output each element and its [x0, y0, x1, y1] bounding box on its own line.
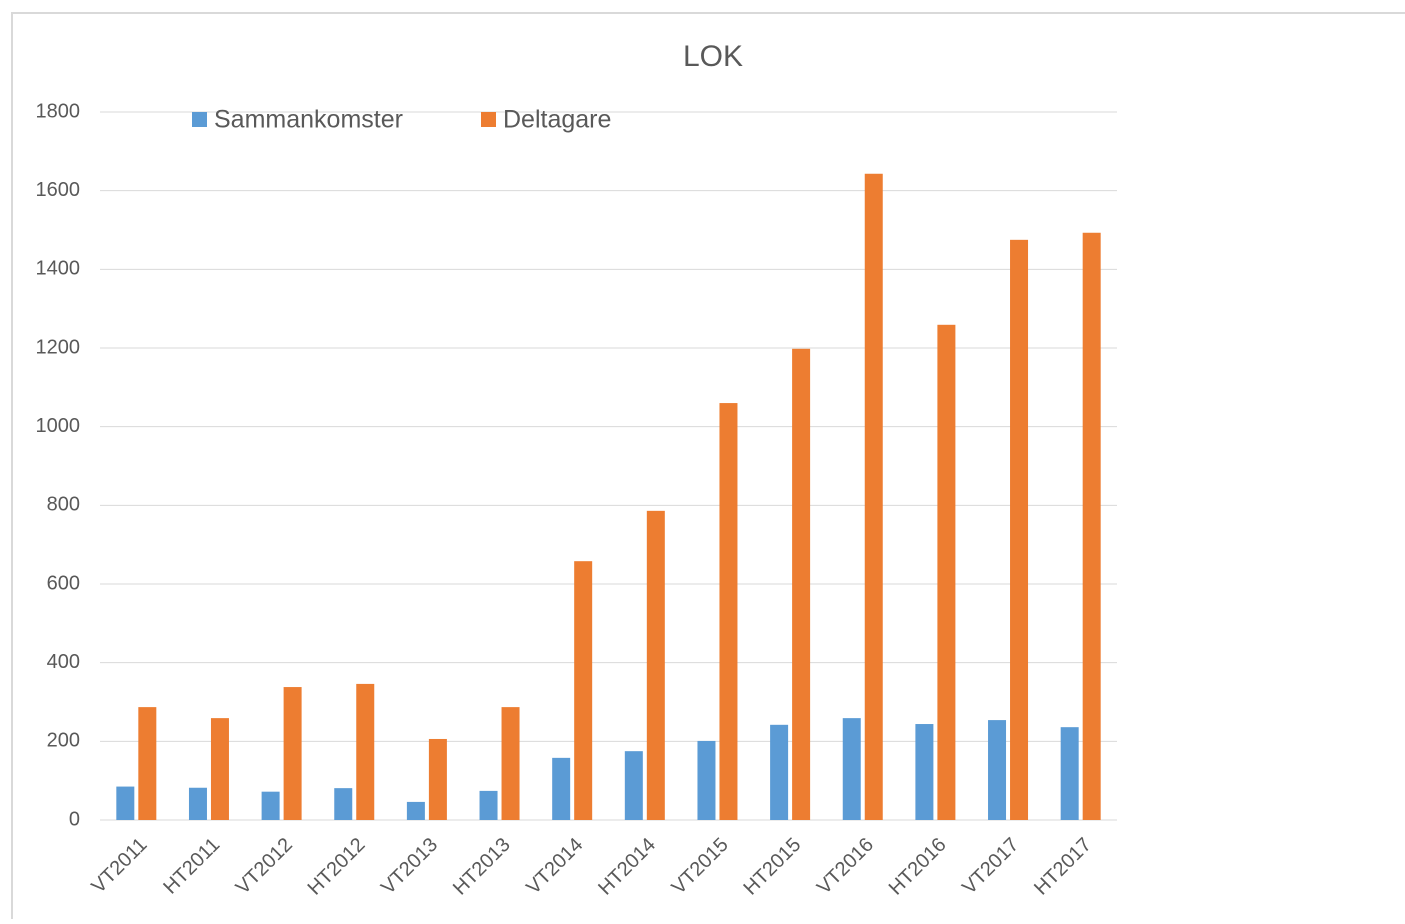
y-tick-label: 0: [69, 808, 80, 830]
x-tick-label: VT2017: [958, 834, 1023, 899]
bar: [188, 787, 207, 820]
bar: [770, 724, 789, 820]
x-tick-label: VT2016: [813, 834, 878, 899]
x-tick-label: HT2017: [1030, 834, 1096, 900]
bar: [792, 348, 811, 820]
bar: [552, 757, 571, 820]
bar: [428, 738, 447, 820]
legend-label: Sammankomster: [214, 106, 403, 134]
bar: [1060, 727, 1079, 820]
x-tick-label: VT2014: [522, 834, 587, 899]
bar: [334, 788, 353, 820]
x-tick-label: VT2015: [668, 834, 733, 899]
bar: [1010, 239, 1029, 821]
x-tick-label: HT2015: [740, 834, 806, 900]
legend-label: Deltagare: [503, 106, 611, 134]
y-tick-label: 1200: [36, 336, 81, 358]
chart-frame: [11, 12, 1405, 924]
legend-swatch: [481, 112, 496, 127]
bar: [697, 740, 716, 820]
bar: [501, 707, 520, 820]
y-tick-label: 1000: [36, 415, 81, 437]
legend-swatch: [192, 112, 207, 127]
bar: [116, 786, 135, 820]
bar: [210, 718, 229, 820]
bar: [479, 790, 498, 820]
x-tick-label: HT2016: [885, 834, 951, 900]
chart-title: LOK: [683, 40, 743, 73]
y-tick-label: 1800: [36, 100, 81, 122]
x-tick-label: HT2011: [159, 834, 224, 899]
y-tick-label: 800: [47, 494, 80, 516]
bar: [138, 707, 157, 820]
x-tick-label: VT2012: [232, 834, 297, 899]
bar: [915, 724, 934, 820]
bar: [864, 173, 883, 821]
bar: [283, 687, 302, 820]
bar: [719, 403, 738, 820]
y-tick-label: 200: [47, 730, 80, 752]
bar: [646, 510, 665, 820]
bar: [356, 683, 375, 820]
bar: [1082, 232, 1101, 821]
x-tick-label: HT2013: [449, 834, 515, 900]
bar: [406, 801, 425, 820]
x-tick-label: VT2011: [88, 834, 152, 898]
bar: [988, 720, 1007, 820]
bar: [842, 718, 861, 820]
bar: [261, 791, 280, 820]
x-tick-label: HT2012: [304, 834, 370, 900]
y-tick-label: 600: [47, 572, 80, 594]
y-tick-label: 1400: [36, 258, 81, 280]
x-tick-label: HT2014: [594, 834, 660, 900]
bar: [937, 324, 956, 820]
bar: [624, 751, 643, 820]
y-tick-label: 1600: [36, 179, 81, 201]
y-tick-label: 400: [47, 651, 80, 673]
bar: [574, 561, 593, 820]
x-tick-label: VT2013: [377, 834, 442, 899]
